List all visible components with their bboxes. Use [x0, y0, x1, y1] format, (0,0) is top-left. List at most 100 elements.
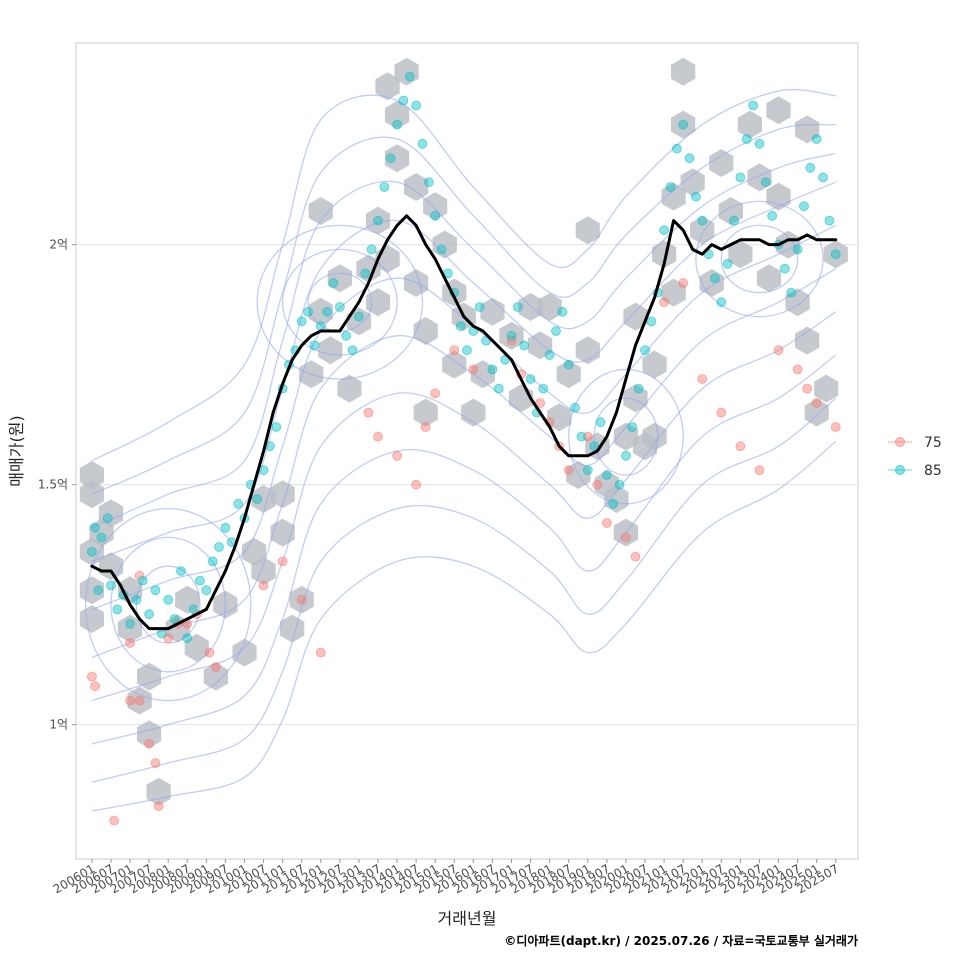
point-series-75	[420, 422, 431, 432]
point-series-75	[792, 364, 803, 375]
point-series-75	[659, 297, 669, 308]
point-series-85	[156, 628, 167, 639]
hexbin-cell	[203, 662, 228, 691]
hexbin-cell	[127, 686, 152, 715]
point-series-85	[640, 345, 650, 356]
point-series-85	[633, 383, 644, 394]
point-series-85	[195, 575, 205, 586]
legend-key-point	[895, 465, 905, 475]
point-series-85	[811, 134, 822, 144]
point-series-85	[144, 609, 155, 620]
point-series-85	[271, 422, 282, 432]
hexbin-cell	[270, 518, 295, 547]
point-series-85	[722, 258, 733, 269]
hexbin-cell	[613, 422, 639, 451]
hexbin-cell	[547, 403, 572, 432]
point-series-75	[134, 695, 145, 706]
point-series-85	[792, 244, 803, 255]
hexbin-cell	[642, 422, 667, 451]
density-contour	[91, 224, 836, 611]
point-series-85	[614, 479, 625, 490]
hexbin-cell	[756, 264, 782, 293]
hexbin-cell	[404, 173, 429, 201]
density-contour	[91, 88, 836, 462]
hexbin-cell	[337, 374, 362, 403]
hexbin-cell	[356, 254, 381, 283]
point-series-85	[544, 350, 555, 360]
point-series-85	[96, 532, 107, 543]
point-series-85	[474, 302, 485, 312]
point-series-85	[818, 172, 828, 183]
point-series-85	[112, 604, 123, 615]
point-series-85	[710, 273, 720, 284]
hexbin-cell	[442, 350, 467, 379]
point-series-85	[163, 594, 174, 605]
point-series-85	[627, 422, 638, 432]
point-series-75	[735, 441, 746, 452]
point-series-75	[411, 479, 422, 490]
hexbin-cell	[795, 326, 820, 355]
hexbin-cell	[308, 197, 333, 225]
hexbin-cell	[308, 297, 333, 326]
density-contour	[91, 268, 837, 659]
point-series-85	[805, 162, 816, 173]
point-series-85	[779, 263, 790, 274]
hexbin-cell	[241, 537, 267, 566]
point-series-85	[214, 542, 224, 552]
point-series-85	[519, 340, 530, 351]
point-series-85	[106, 580, 116, 591]
point-series-75	[125, 638, 135, 648]
point-series-75	[315, 647, 326, 658]
point-series-85	[385, 153, 396, 164]
point-series-85	[125, 618, 135, 629]
point-series-75	[296, 594, 307, 605]
point-series-85	[697, 215, 708, 226]
point-series-85	[404, 71, 415, 82]
legend-key-point	[895, 437, 905, 447]
hexbin-cell	[270, 480, 295, 509]
point-series-75	[125, 695, 135, 706]
point-series-85	[646, 316, 657, 327]
hexbin-cell	[737, 110, 762, 139]
hexbin-cell	[289, 585, 314, 614]
y-axis: 1억 1.5억 2억	[38, 238, 76, 732]
legend-label: 85	[924, 463, 942, 479]
point-series-85	[366, 244, 377, 255]
hexbin-cell	[680, 168, 705, 197]
hexbin-cell	[775, 230, 801, 259]
plot-area	[75, 42, 859, 860]
point-series-85	[557, 306, 568, 317]
density-contour	[91, 123, 836, 495]
point-series-85	[729, 215, 739, 226]
density-contour	[91, 354, 837, 745]
point-series-85	[538, 383, 549, 394]
point-series-75	[373, 431, 383, 442]
hexbin-cell	[432, 230, 457, 259]
point-series-85	[659, 225, 669, 236]
point-series-75	[134, 570, 145, 581]
point-series-85	[570, 402, 580, 413]
density-contour	[91, 311, 837, 702]
point-series-85	[767, 210, 778, 221]
hexbin-cell	[575, 216, 600, 245]
point-series-75	[204, 647, 215, 658]
point-series-85	[423, 177, 434, 188]
density-contour-ring	[281, 248, 398, 356]
point-series-75	[630, 551, 641, 562]
point-series-75	[144, 738, 155, 749]
point-series-85	[90, 522, 100, 533]
point-series-85	[322, 306, 333, 317]
hexbin-cell	[623, 384, 648, 413]
density-contour-ring	[256, 224, 424, 380]
point-series-85	[487, 364, 498, 375]
point-series-85	[741, 134, 752, 144]
point-series-85	[506, 330, 517, 341]
point-series-85	[595, 417, 606, 428]
point-series-85	[373, 215, 383, 226]
legend: 75 85	[888, 435, 942, 479]
point-series-85	[716, 297, 727, 308]
point-series-85	[786, 287, 797, 298]
point-series-75	[90, 681, 100, 692]
point-series-85	[621, 450, 631, 461]
